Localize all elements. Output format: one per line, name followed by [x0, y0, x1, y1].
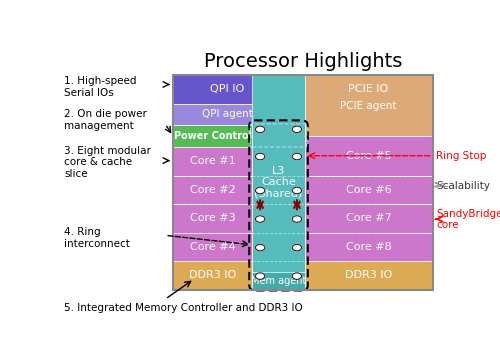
Bar [304, 204, 432, 233]
Circle shape [292, 244, 302, 251]
Bar [173, 175, 252, 204]
Bar [173, 261, 252, 290]
Bar [173, 125, 252, 147]
Text: Core #1: Core #1 [190, 156, 236, 166]
Circle shape [292, 273, 302, 279]
Circle shape [256, 187, 265, 194]
Bar [173, 204, 252, 233]
Text: L3
Cache
(Shared): L3 Cache (Shared) [254, 166, 302, 199]
Text: Power Control: Power Control [174, 131, 252, 141]
Bar [252, 75, 304, 290]
Circle shape [256, 244, 265, 251]
Text: Core #6: Core #6 [346, 185, 392, 195]
Text: PCIE IO: PCIE IO [348, 84, 389, 94]
Text: DDR3 IO: DDR3 IO [189, 270, 236, 280]
Circle shape [256, 153, 265, 160]
Bar [304, 136, 432, 175]
Bar [173, 75, 432, 290]
Bar [304, 75, 432, 136]
Bar [173, 75, 282, 103]
Text: Core #7: Core #7 [346, 213, 392, 223]
Circle shape [292, 126, 302, 133]
Circle shape [256, 216, 265, 222]
Text: Core #5: Core #5 [346, 151, 392, 161]
Text: Scalability: Scalability [436, 181, 490, 191]
Text: 2. On die power
management: 2. On die power management [64, 109, 148, 131]
Circle shape [256, 273, 265, 279]
Bar [173, 147, 252, 175]
Text: 3. Eight modular
core & cache
slice: 3. Eight modular core & cache slice [64, 146, 152, 179]
Text: Core #3: Core #3 [190, 213, 236, 223]
Bar [304, 75, 432, 103]
Text: Mem agent: Mem agent [251, 276, 306, 286]
Circle shape [256, 126, 265, 133]
Text: ✂: ✂ [434, 179, 446, 193]
Text: PCIE agent: PCIE agent [340, 101, 397, 110]
Bar [173, 233, 252, 261]
Text: Core #2: Core #2 [190, 185, 236, 195]
Text: Core #8: Core #8 [346, 242, 392, 252]
Text: DDR3 IO: DDR3 IO [345, 270, 392, 280]
Text: Processor Highlights: Processor Highlights [204, 52, 402, 71]
Bar [252, 272, 304, 290]
Bar [304, 233, 432, 261]
Text: SandyBridge
core: SandyBridge core [436, 209, 500, 231]
Text: Ring Stop: Ring Stop [436, 151, 487, 161]
Text: QPI agent: QPI agent [202, 109, 252, 119]
Text: Core #4: Core #4 [190, 242, 236, 252]
Circle shape [292, 216, 302, 222]
Text: 1. High-speed
Serial IOs: 1. High-speed Serial IOs [64, 76, 137, 98]
Text: 5. Integrated Memory Controller and DDR3 IO: 5. Integrated Memory Controller and DDR3… [64, 303, 303, 313]
Text: 4. Ring
interconnect: 4. Ring interconnect [64, 227, 130, 249]
Bar [304, 261, 432, 290]
Text: QPI IO: QPI IO [210, 84, 244, 94]
Bar [173, 103, 282, 125]
Circle shape [292, 187, 302, 194]
Bar [304, 175, 432, 204]
Circle shape [292, 153, 302, 160]
